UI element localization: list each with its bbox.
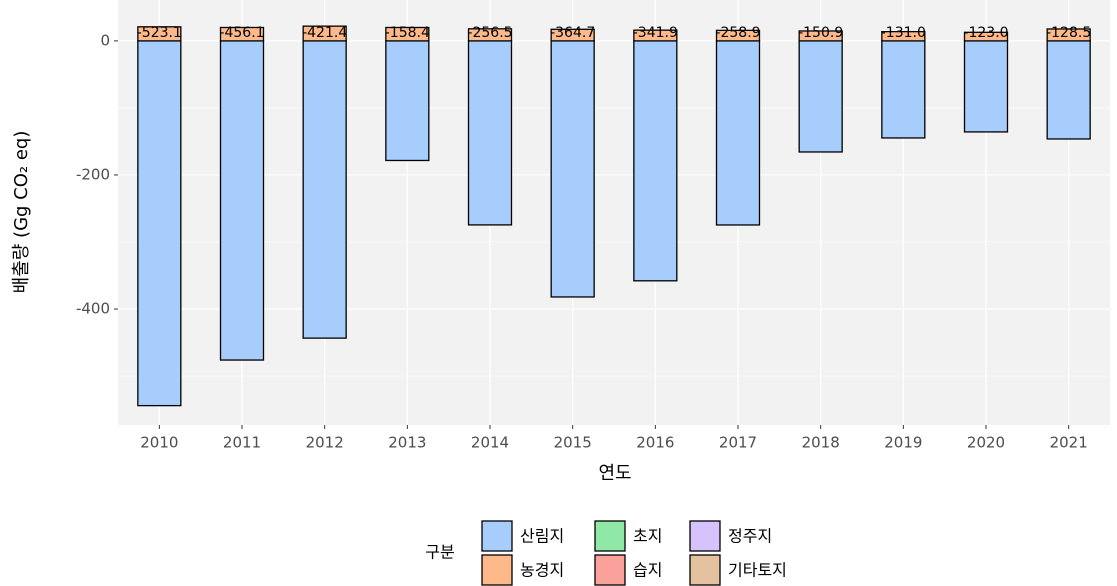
bar-segment — [385, 26, 430, 42]
x-tick-label: 2016 — [636, 434, 674, 452]
x-tick-label: 2021 — [1050, 434, 1088, 452]
bar-segment — [219, 26, 265, 42]
bar-segment — [963, 40, 1009, 133]
legend-key — [689, 520, 721, 552]
legend-label: 초지 — [633, 527, 662, 546]
bar-segment — [219, 40, 265, 361]
x-tick-label: 2015 — [554, 434, 592, 452]
total-label: -341.9 — [633, 25, 678, 41]
total-label: -421.4 — [302, 25, 347, 41]
y-tick-label: 0 — [100, 31, 110, 49]
bar-segment — [715, 40, 761, 226]
legend-key — [689, 554, 721, 586]
total-label: -456.1 — [219, 25, 264, 41]
x-tick-label: 2014 — [471, 434, 509, 452]
bar-segment — [633, 29, 678, 42]
legend-label: 습지 — [633, 561, 662, 580]
bar-segment — [550, 40, 595, 298]
x-tick-label: 2011 — [223, 434, 261, 452]
y-tick-label: -200 — [76, 165, 110, 183]
x-tick-label: 2017 — [719, 434, 757, 452]
total-label: -128.5 — [1046, 25, 1091, 41]
legend-label: 산림지 — [520, 527, 564, 546]
total-label: -158.4 — [385, 25, 430, 41]
bar-segment — [1046, 28, 1091, 42]
total-label: -364.7 — [550, 25, 595, 41]
legend-key — [481, 554, 513, 586]
bar-segment — [881, 30, 926, 42]
bar-segment — [798, 40, 843, 153]
bar-segment — [302, 40, 347, 339]
x-axis-title: 연도 — [598, 463, 631, 484]
plot-panel — [118, 0, 1110, 425]
legend-title: 구분 — [425, 543, 454, 562]
bar-segment — [302, 25, 347, 42]
x-tick-label: 2020 — [967, 434, 1005, 452]
legend-key — [481, 520, 513, 552]
total-label: -131.0 — [881, 25, 926, 41]
legend-key — [594, 520, 626, 552]
y-axis-title: 배출량 (Gg CO₂ eq) — [11, 131, 32, 294]
x-tick-label: 2010 — [140, 434, 178, 452]
x-tick-label: 2012 — [306, 434, 344, 452]
bar-segment — [385, 40, 430, 162]
total-label: -258.9 — [715, 25, 760, 41]
bar-segment — [137, 26, 182, 42]
bar-segment — [881, 40, 926, 139]
total-label: -150.9 — [798, 25, 843, 41]
legend-key — [594, 554, 626, 586]
x-tick-label: 2019 — [884, 434, 922, 452]
bar-segment — [467, 28, 513, 42]
bar-segment — [1046, 40, 1091, 140]
y-tick-label: -400 — [76, 300, 110, 318]
legend-label: 정주지 — [728, 527, 772, 546]
legend-label: 기타토지 — [728, 561, 787, 580]
bar-segment — [137, 40, 182, 407]
bar-segment — [715, 29, 761, 42]
bar-segment — [798, 30, 843, 42]
total-label: -256.5 — [467, 25, 512, 41]
bar-segment — [550, 28, 595, 42]
total-label: -123.0 — [963, 25, 1008, 41]
bar-segment — [467, 40, 513, 226]
bar-segment — [633, 40, 678, 282]
bar-segment — [963, 31, 1009, 42]
x-tick-label: 2013 — [388, 434, 426, 452]
x-tick-label: 2018 — [802, 434, 840, 452]
total-label: -523.1 — [137, 25, 182, 41]
legend-label: 농경지 — [520, 561, 564, 580]
